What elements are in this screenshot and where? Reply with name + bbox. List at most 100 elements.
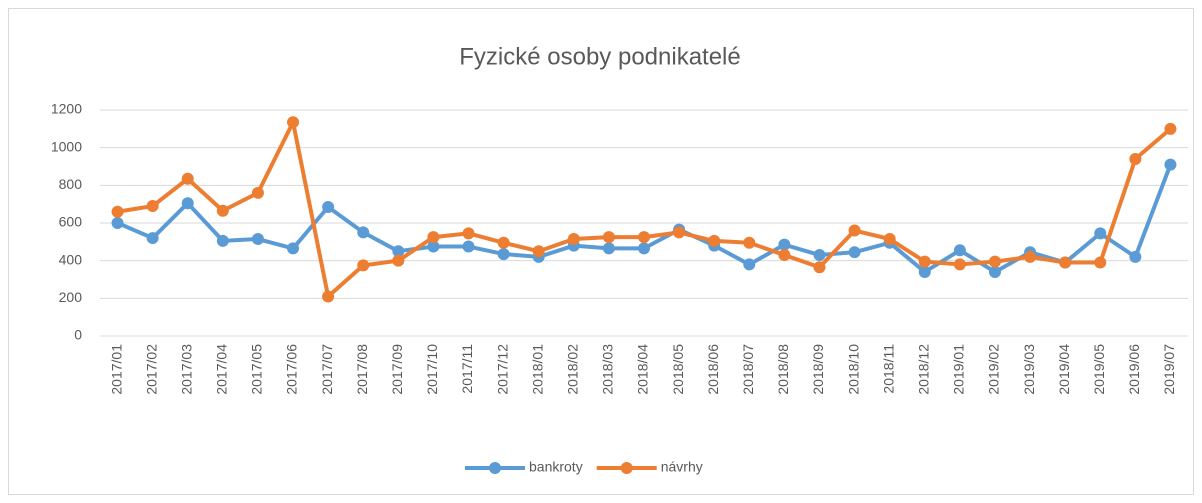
data-point bbox=[251, 186, 264, 199]
data-point bbox=[1024, 250, 1037, 263]
data-point bbox=[181, 197, 194, 210]
data-point bbox=[146, 232, 159, 245]
data-point bbox=[1094, 227, 1107, 240]
data-point bbox=[953, 244, 966, 257]
x-tick-label: 2017/06 bbox=[284, 344, 300, 395]
data-point bbox=[602, 231, 615, 244]
x-tick-label: 2018/11 bbox=[880, 344, 896, 394]
data-point bbox=[111, 217, 124, 229]
x-tick-label: 2018/09 bbox=[810, 344, 826, 395]
x-tick-label: 2017/08 bbox=[354, 344, 370, 395]
x-tick-label: 2019/07 bbox=[1161, 344, 1177, 395]
x-tick-label: 2017/09 bbox=[389, 344, 405, 395]
data-point bbox=[778, 238, 791, 251]
x-tick-label: 2018/01 bbox=[529, 344, 545, 395]
data-point bbox=[848, 224, 861, 237]
data-point bbox=[1164, 158, 1177, 171]
x-tick-label: 2018/03 bbox=[600, 344, 616, 395]
y-tick-label: 0 bbox=[74, 327, 82, 343]
data-point bbox=[322, 290, 335, 303]
data-point bbox=[1129, 250, 1142, 263]
chart-border bbox=[8, 8, 1194, 495]
x-tick-label: 2019/04 bbox=[1056, 344, 1072, 395]
data-point bbox=[673, 226, 686, 239]
x-tick-label: 2017/01 bbox=[108, 344, 124, 395]
data-point bbox=[918, 265, 931, 278]
data-point bbox=[146, 200, 159, 213]
data-point bbox=[357, 226, 370, 239]
legend-label: návrhy bbox=[661, 459, 703, 475]
data-point bbox=[1129, 152, 1142, 165]
x-tick-label: 2018/10 bbox=[845, 344, 861, 395]
data-point bbox=[322, 200, 335, 213]
legend-marker bbox=[489, 462, 501, 474]
data-point bbox=[883, 233, 896, 246]
x-tick-label: 2019/01 bbox=[951, 344, 967, 395]
data-point bbox=[743, 236, 756, 249]
data-point bbox=[181, 172, 194, 185]
data-point bbox=[567, 233, 580, 246]
x-tick-label: 2017/03 bbox=[178, 344, 194, 395]
data-point bbox=[357, 259, 370, 272]
data-point bbox=[462, 240, 475, 253]
data-point bbox=[427, 240, 440, 253]
data-point bbox=[953, 258, 966, 271]
x-tick-label: 2017/04 bbox=[214, 344, 230, 395]
x-tick-label: 2018/05 bbox=[670, 344, 686, 395]
x-tick-label: 2018/04 bbox=[635, 344, 651, 395]
x-tick-label: 2017/02 bbox=[143, 344, 159, 395]
data-point bbox=[1164, 122, 1177, 135]
data-point bbox=[988, 255, 1001, 268]
y-tick-label: 1000 bbox=[51, 138, 82, 154]
y-tick-label: 1200 bbox=[51, 101, 82, 117]
x-tick-label: 2017/10 bbox=[424, 344, 440, 395]
x-tick-label: 2018/08 bbox=[775, 344, 791, 395]
data-point bbox=[813, 249, 826, 262]
y-tick-label: 400 bbox=[59, 251, 83, 267]
x-tick-label: 2019/06 bbox=[1126, 344, 1142, 395]
data-point bbox=[638, 231, 650, 244]
data-point bbox=[638, 242, 650, 255]
legend-label: bankroty bbox=[529, 459, 583, 475]
y-tick-label: 200 bbox=[59, 289, 83, 305]
data-point bbox=[287, 242, 300, 255]
data-point bbox=[287, 116, 300, 129]
x-tick-label: 2017/05 bbox=[249, 344, 265, 395]
data-point bbox=[497, 248, 510, 261]
data-point bbox=[216, 204, 229, 217]
x-tick-label: 2017/11 bbox=[459, 344, 475, 394]
x-tick-label: 2018/07 bbox=[740, 344, 756, 395]
x-tick-label: 2019/03 bbox=[1021, 344, 1037, 395]
data-point bbox=[392, 254, 405, 267]
data-point bbox=[532, 245, 545, 258]
x-tick-label: 2017/07 bbox=[319, 344, 335, 395]
data-point bbox=[848, 246, 861, 259]
data-point bbox=[778, 249, 791, 262]
y-tick-label: 600 bbox=[59, 214, 83, 230]
data-point bbox=[813, 261, 826, 274]
y-tick-label: 800 bbox=[59, 176, 83, 192]
x-tick-label: 2018/12 bbox=[915, 344, 931, 395]
data-point bbox=[743, 258, 756, 271]
data-point bbox=[988, 265, 1001, 278]
x-tick-label: 2018/02 bbox=[565, 344, 581, 395]
data-point bbox=[1094, 256, 1107, 269]
x-tick-label: 2017/12 bbox=[494, 344, 510, 395]
x-tick-label: 2019/02 bbox=[986, 344, 1002, 395]
legend-marker bbox=[620, 462, 633, 474]
x-tick-label: 2019/05 bbox=[1091, 344, 1107, 395]
data-point bbox=[111, 205, 124, 218]
data-point bbox=[392, 245, 405, 258]
data-point bbox=[462, 227, 475, 240]
chart-title: Fyzické osoby podnikatelé bbox=[459, 43, 740, 70]
data-point bbox=[708, 234, 721, 247]
data-point bbox=[918, 255, 931, 268]
data-point bbox=[216, 234, 229, 247]
data-point bbox=[497, 236, 510, 249]
data-point bbox=[602, 242, 615, 255]
data-point bbox=[1059, 256, 1072, 269]
data-point bbox=[427, 231, 440, 244]
data-point bbox=[251, 233, 264, 246]
x-tick-label: 2018/06 bbox=[705, 344, 721, 395]
